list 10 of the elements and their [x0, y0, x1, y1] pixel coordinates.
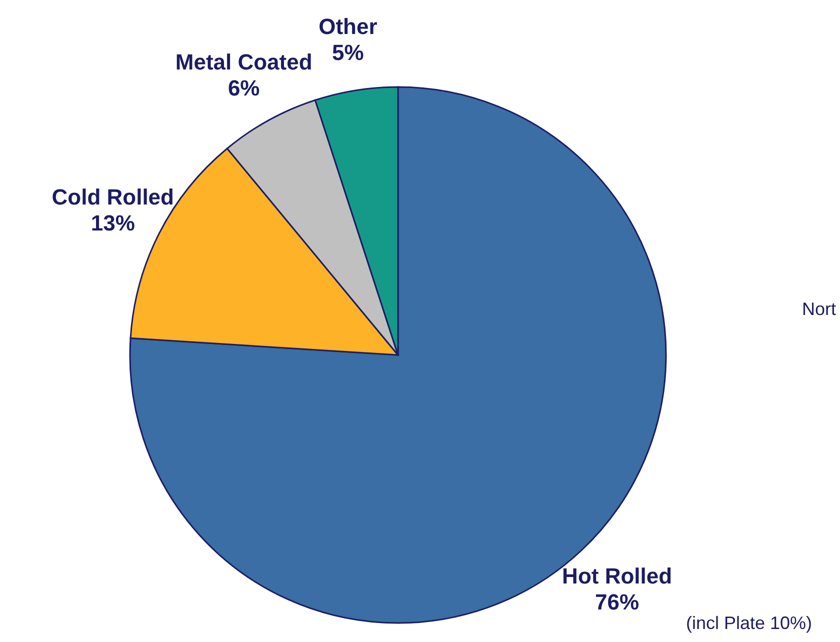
- data-label: 76%: [595, 589, 640, 614]
- data-label: 5%: [332, 40, 364, 65]
- slice-label: Hot Rolled: [562, 563, 672, 588]
- slice-label: Metal Coated: [175, 50, 312, 75]
- text: (incl Plate 10%): [686, 613, 812, 633]
- slice-label: Cold Rolled: [52, 184, 174, 210]
- slice-label: Other: [318, 14, 378, 39]
- data-label: 13%: [90, 210, 135, 236]
- data-label: 6%: [228, 76, 260, 101]
- text: Nort: [802, 299, 836, 319]
